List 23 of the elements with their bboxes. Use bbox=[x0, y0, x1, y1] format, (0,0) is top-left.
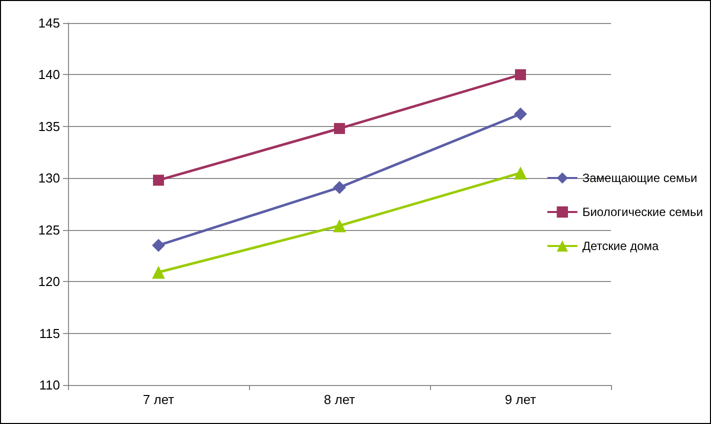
y-tick-label: 125 bbox=[38, 222, 60, 238]
point bbox=[152, 266, 165, 279]
y-tick-label: 115 bbox=[39, 326, 60, 341]
point bbox=[333, 180, 346, 194]
point bbox=[514, 166, 527, 180]
legend-label: Замещающие семьи bbox=[582, 171, 698, 185]
point bbox=[333, 219, 346, 232]
y-tick-label: 110 bbox=[39, 378, 60, 392]
point bbox=[334, 122, 345, 134]
x-tick-label: 9 лет bbox=[504, 392, 536, 407]
legend-label: Детские дома bbox=[582, 239, 660, 253]
point bbox=[514, 108, 527, 121]
y-tick-label: 135 bbox=[38, 118, 60, 134]
point bbox=[153, 174, 164, 186]
y-tick-label: 130 bbox=[38, 170, 60, 186]
legend-label: Биологические семьи bbox=[582, 205, 704, 219]
y-tick-label: 140 bbox=[38, 67, 60, 82]
x-tick-label: 8 лет bbox=[324, 392, 356, 407]
point bbox=[515, 69, 526, 80]
y-tick-label: 145 bbox=[38, 16, 60, 30]
y-tick-label: 120 bbox=[38, 274, 60, 290]
point bbox=[152, 238, 165, 252]
x-tick-label: 7 лет bbox=[142, 392, 174, 407]
